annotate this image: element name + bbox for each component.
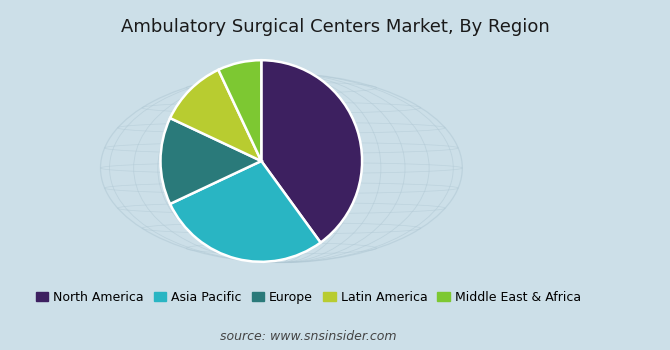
Wedge shape <box>218 60 261 161</box>
Text: source: www.snsinsider.com: source: www.snsinsider.com <box>220 330 397 343</box>
Wedge shape <box>261 60 362 243</box>
Wedge shape <box>170 70 261 161</box>
Text: Ambulatory Surgical Centers Market, By Region: Ambulatory Surgical Centers Market, By R… <box>121 18 549 35</box>
Wedge shape <box>170 161 320 262</box>
Legend: North America, Asia Pacific, Europe, Latin America, Middle East & Africa: North America, Asia Pacific, Europe, Lat… <box>31 286 586 309</box>
Wedge shape <box>161 118 261 204</box>
